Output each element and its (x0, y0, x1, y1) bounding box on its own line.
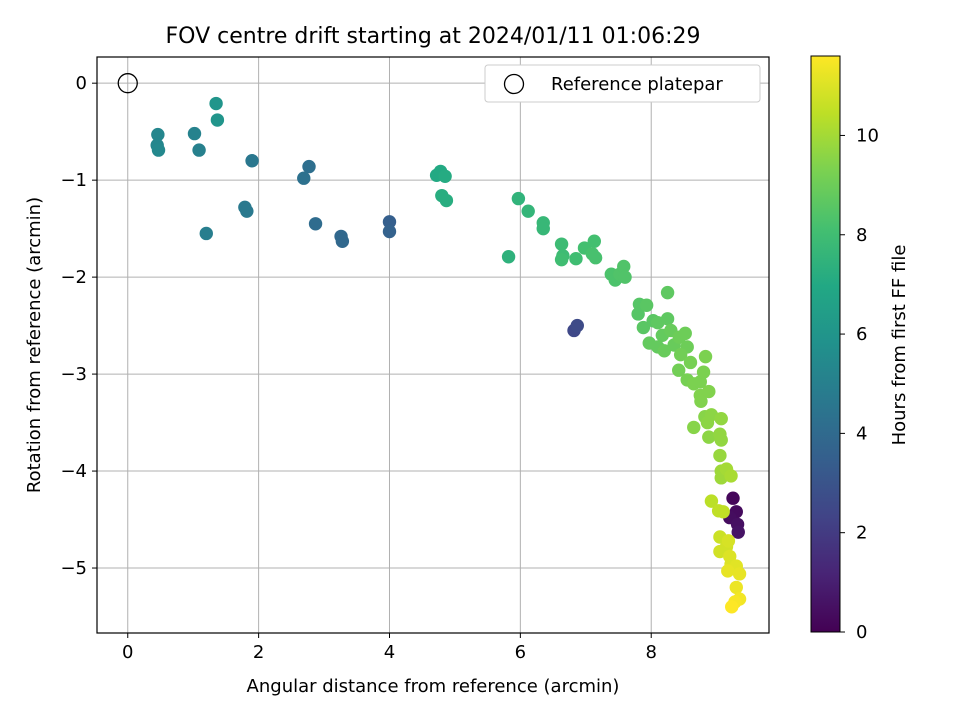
data-point (511, 191, 526, 206)
chart-title: FOV centre drift starting at 2024/01/11 … (166, 24, 701, 49)
data-point (683, 355, 698, 370)
x-axis-ticks: 0 2 4 6 8 (122, 633, 657, 663)
data-point (335, 234, 350, 248)
data-point (209, 96, 223, 111)
data-point (694, 394, 708, 408)
data-point (660, 312, 675, 326)
legend-entry-reference-platepar: Reference platepar (551, 74, 723, 95)
y-tick-label: −5 (60, 558, 87, 579)
data-point (732, 567, 747, 581)
y-axis-ticks: 0 −1 −2 −3 −4 −5 (60, 73, 97, 579)
data-point (438, 169, 452, 183)
y-tick-label: −1 (60, 170, 87, 191)
data-point (639, 298, 654, 312)
data-point (678, 326, 692, 341)
data-point (192, 143, 206, 157)
data-point (587, 234, 601, 248)
data-point (696, 365, 711, 379)
data-point (617, 259, 631, 274)
y-axis-label: Rotation from reference (arcmin) (24, 197, 45, 493)
x-axis-label: Angular distance from reference (arcmin) (247, 676, 620, 697)
data-point (569, 251, 583, 266)
data-point (714, 433, 728, 447)
data-point (382, 224, 397, 239)
legend: Reference platepar (484, 64, 761, 103)
data-point (636, 320, 651, 335)
x-tick-label: 6 (515, 642, 526, 663)
data-point (714, 411, 728, 426)
data-point (570, 318, 584, 333)
data-point (729, 580, 743, 595)
data-point (631, 307, 645, 321)
reference-point (117, 73, 138, 94)
x-tick-label: 8 (645, 642, 656, 663)
data-point (297, 171, 311, 185)
y-tick-label: 0 (76, 73, 87, 94)
colorbar-tick-label: 0 (856, 622, 867, 643)
data-point (521, 204, 535, 218)
data-point (716, 505, 730, 519)
data-point (702, 384, 716, 399)
y-tick-label: −3 (60, 364, 87, 385)
data-point (687, 420, 701, 435)
data-point (698, 349, 713, 364)
data-point (240, 204, 254, 218)
data-point (725, 600, 739, 614)
x-tick-label: 2 (253, 642, 264, 663)
legend-box (484, 64, 761, 103)
data-point (308, 217, 323, 231)
data-point (721, 564, 735, 578)
data-point (702, 430, 716, 444)
data-point (726, 491, 740, 505)
colorbar-tick-label: 2 (856, 523, 867, 544)
legend-marker (503, 73, 525, 95)
data-point (672, 363, 686, 377)
data-points (150, 96, 747, 614)
data-point (731, 525, 745, 539)
data-point (724, 469, 738, 483)
data-point (554, 237, 569, 251)
x-tick-label: 0 (122, 642, 133, 663)
colorbar-ticks: 0 2 4 6 8 10 (840, 125, 879, 643)
colorbar-tick-label: 4 (856, 423, 867, 444)
plot-frame (96, 56, 770, 634)
colorbar-label: Hours from first FF file (889, 245, 910, 446)
x-tick-label: 4 (384, 642, 395, 663)
reference-marker (117, 73, 138, 94)
data-point (245, 154, 259, 168)
data-point (713, 448, 727, 463)
data-point (439, 193, 454, 208)
data-point (721, 534, 736, 548)
data-point (210, 113, 225, 127)
data-point (151, 143, 166, 157)
data-point (382, 215, 397, 229)
data-point (588, 251, 603, 265)
colorbar-tick-label: 8 (856, 225, 867, 246)
colorbar: 0 2 4 6 8 10 Hours from first FF file (810, 55, 910, 643)
data-point (618, 270, 632, 284)
data-point (536, 221, 550, 236)
colorbar-gradient (810, 55, 841, 633)
colorbar-tick-label: 6 (856, 324, 867, 345)
data-point (199, 226, 213, 241)
data-point (660, 285, 675, 300)
y-tick-label: −2 (60, 267, 87, 288)
y-tick-label: −4 (60, 461, 87, 482)
data-point (151, 127, 165, 142)
data-point (302, 159, 316, 174)
data-point (501, 250, 516, 264)
data-point (657, 344, 672, 358)
data-point (554, 252, 569, 267)
colorbar-tick-label: 10 (856, 125, 879, 146)
data-point (187, 126, 202, 141)
data-point (704, 494, 719, 508)
data-point (673, 347, 688, 362)
